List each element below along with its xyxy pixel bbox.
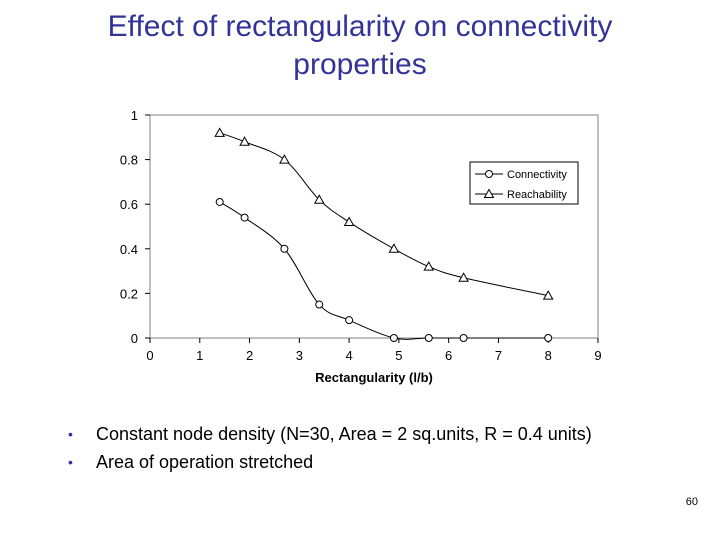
x-tick-label: 6 [445,348,452,363]
data-point-reachability [239,136,250,146]
bullet-dot-icon: • [68,426,73,442]
data-point-connectivity [215,197,224,206]
y-tick-label: 0 [131,331,138,346]
data-point-connectivity [459,334,468,342]
data-point-connectivity [240,213,249,222]
data-point-connectivity [424,334,433,342]
bullet-dot-icon: • [68,454,73,470]
bullet-item: • Constant node density (N=30, Area = 2 … [68,420,592,448]
legend: Connectivity Reachability [469,161,579,205]
bullet-list: • Constant node density (N=30, Area = 2 … [68,420,592,476]
series-layer [214,127,554,342]
data-point-reachability [214,127,226,137]
x-tick-label: 8 [545,348,552,363]
x-axis-label: Rectangularity (l/b) [315,370,433,385]
data-point-connectivity [280,244,289,253]
data-point-reachability [279,154,290,164]
data-point-connectivity [389,334,398,342]
x-axis: 0 1 2 3 4 5 6 7 8 9 [146,338,602,363]
legend-marker-reachability [483,188,495,198]
x-tick-label: 4 [345,348,352,363]
slide-title: Effect of rectangularity on connectivity… [107,10,613,81]
y-tick-label: 0.8 [120,153,138,168]
legend-marker-connectivity [485,170,493,178]
bullet-item: • Area of operation stretched [68,448,592,476]
x-tick-label: 9 [594,348,601,363]
data-point-connectivity [315,300,324,309]
x-tick-label: 0 [146,348,153,363]
x-tick-label: 7 [495,348,502,363]
line-chart: 0 0.2 0.4 0.6 0.8 1 0 1 2 3 4 5 6 7 8 9 Rectangularity… [120,108,602,385]
bullet-text: Area of operation stretched [96,452,314,472]
data-point-reachability [313,194,325,204]
y-tick-label: 0.6 [120,197,138,212]
data-point-connectivity [345,316,354,325]
x-tick-label: 2 [246,348,253,363]
data-point-reachability [388,243,400,253]
data-point-reachability [542,290,554,300]
x-tick-label: 1 [196,348,203,363]
y-tick-label: 1 [131,108,138,123]
page-number: 60 [685,496,698,508]
y-tick-label: 0.4 [120,242,138,257]
y-axis: 0 0.2 0.4 0.6 0.8 1 [120,108,150,346]
data-point-connectivity [544,334,553,342]
x-tick-label: 5 [395,348,402,363]
bullet-text: Constant node density (N=30, Area = 2 sq… [96,424,592,444]
data-point-reachability [343,216,355,227]
legend-label-reachability: Reachability [507,189,567,201]
legend-label-connectivity: Connectivity [507,169,567,181]
x-tick-label: 3 [296,348,303,363]
y-tick-label: 0.2 [120,286,138,301]
data-point-reachability [423,261,435,271]
plot-area [149,114,599,339]
data-point-reachability [458,272,469,282]
